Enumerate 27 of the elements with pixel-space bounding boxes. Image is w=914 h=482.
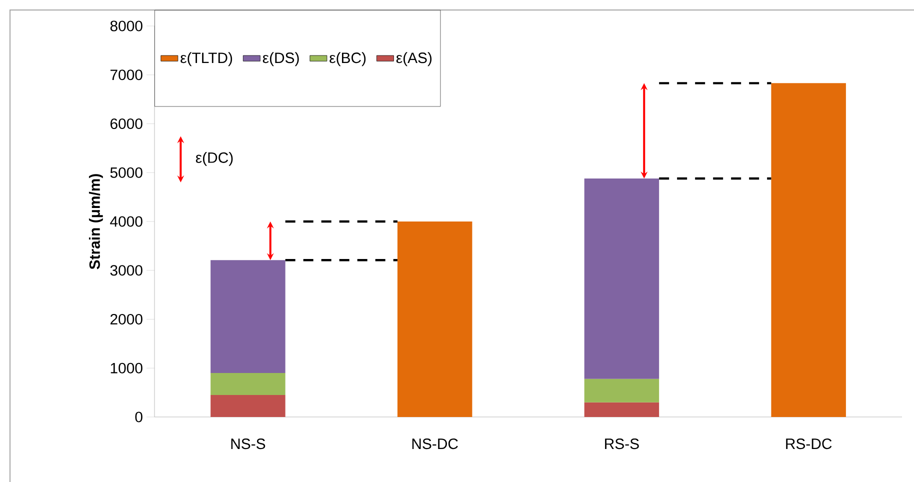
legend-label: ε(AS) bbox=[396, 52, 432, 66]
bar bbox=[584, 402, 660, 417]
y-tick-label: 5000 bbox=[110, 167, 142, 178]
y-tick-label: 0 bbox=[135, 412, 142, 422]
y-tick-label: 6000 bbox=[110, 118, 142, 130]
x-tick-label: RS-DC bbox=[786, 438, 832, 450]
x-tick-label: NS-S bbox=[231, 438, 266, 450]
legend-label: ε(DS) bbox=[262, 52, 299, 66]
y-tick-label: 8000 bbox=[110, 20, 142, 32]
y-tick-label: 4000 bbox=[110, 216, 142, 227]
bar bbox=[584, 378, 660, 402]
bar bbox=[210, 394, 286, 417]
bar bbox=[397, 221, 472, 417]
bar bbox=[584, 178, 660, 379]
y-tick-label: 3000 bbox=[110, 265, 142, 276]
x-tick-label: NS-DC bbox=[412, 438, 458, 450]
bar bbox=[210, 373, 286, 395]
bar bbox=[771, 83, 846, 417]
legend-label: ε(BC) bbox=[330, 52, 366, 66]
legend-label: ε(TLTD) bbox=[180, 52, 232, 66]
bar bbox=[210, 260, 286, 373]
y-tick-label: 2000 bbox=[110, 314, 142, 325]
y-tick-label: 7000 bbox=[110, 70, 142, 80]
x-tick-label: RS-S bbox=[605, 438, 639, 450]
y-axis-title: Strain (μm/m) bbox=[88, 174, 103, 270]
annotation: ε(DC) bbox=[196, 152, 233, 166]
y-tick-label: 1000 bbox=[110, 362, 142, 374]
